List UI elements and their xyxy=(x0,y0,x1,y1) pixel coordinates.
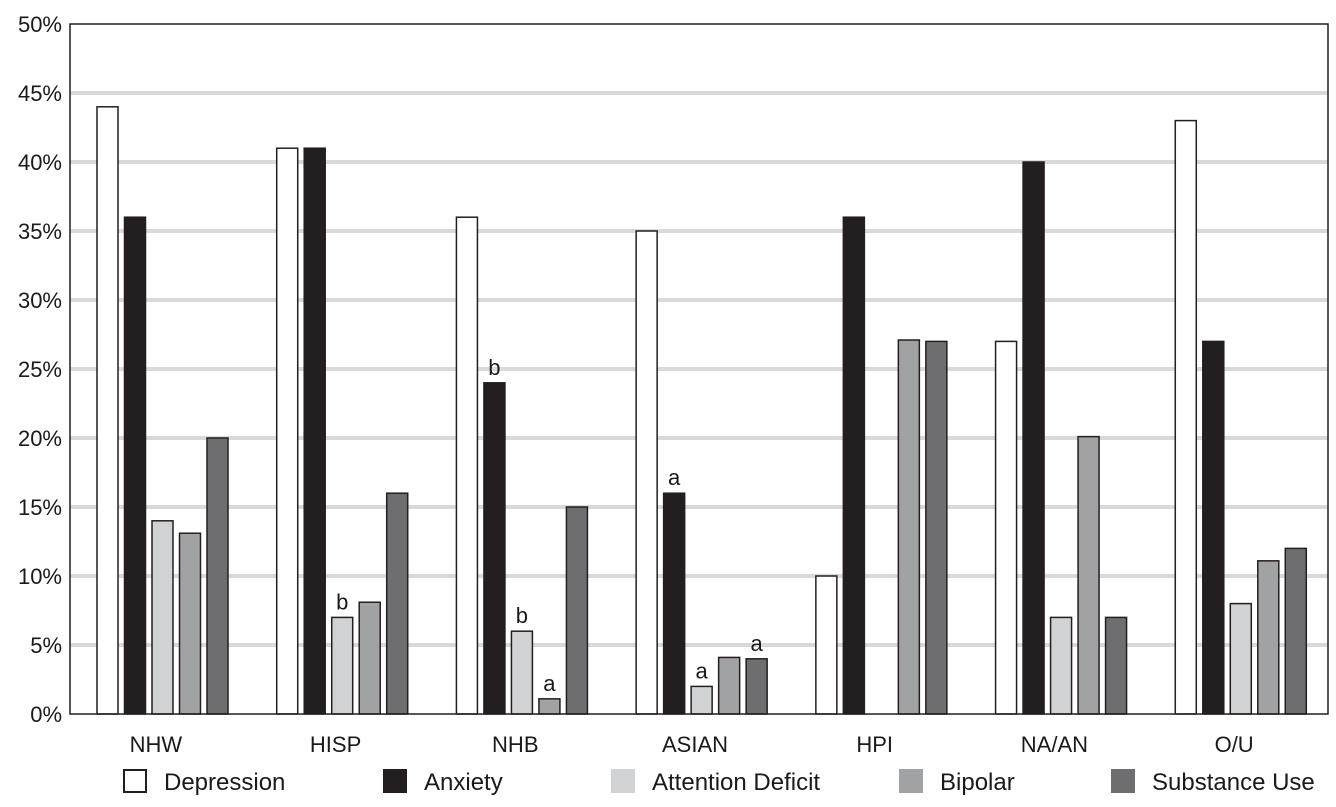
bar-na-an-attention-deficit xyxy=(1049,616,1073,715)
y-tick-label: 20% xyxy=(18,426,62,451)
bar-o-u-anxiety xyxy=(1202,340,1225,715)
annotation-label: a xyxy=(751,631,764,656)
y-tick-label: 40% xyxy=(18,150,62,175)
legend-swatch xyxy=(611,769,635,793)
bar-nhb-substance-use xyxy=(565,506,589,715)
bar-hisp-attention-deficit xyxy=(330,616,354,715)
y-tick-label: 50% xyxy=(18,12,62,37)
bar-nhb-attention-deficit xyxy=(510,630,534,715)
x-tick-label: ASIAN xyxy=(662,732,728,757)
annotation-label: b xyxy=(488,355,500,380)
bar-nhw-attention-deficit xyxy=(151,520,174,715)
legend: Depression Anxiety Attention Deficit Bipola… xyxy=(123,769,1315,796)
bar-na-an-bipolar xyxy=(1077,435,1100,715)
bar-na-an-substance-use xyxy=(1104,616,1128,715)
bar-hpi-bipolar xyxy=(897,339,921,715)
legend-item-attention-deficit: Attention Deficit xyxy=(611,769,820,796)
grid-lines xyxy=(70,91,1328,647)
bar-o-u-attention-deficit xyxy=(1229,602,1253,715)
bar-na-an-anxiety xyxy=(1022,161,1045,715)
legend-swatch xyxy=(123,769,147,793)
bar-nhw-substance-use xyxy=(206,437,229,715)
bar-hisp-depression xyxy=(275,147,299,715)
legend-label: Substance Use xyxy=(1152,769,1315,796)
y-tick-label: 15% xyxy=(18,495,62,520)
annotation-label: a xyxy=(668,465,681,490)
bar-o-u-bipolar xyxy=(1257,560,1280,715)
y-tick-label: 10% xyxy=(18,564,62,589)
legend-item-bipolar: Bipolar xyxy=(899,769,1015,796)
plot-frame xyxy=(69,23,1329,715)
bar-hpi-substance-use xyxy=(925,340,948,715)
bar-o-u-depression xyxy=(1174,119,1198,715)
bar-asian-bipolar xyxy=(717,656,741,715)
bar-asian-substance-use xyxy=(745,658,768,715)
bar-nhw-anxiety xyxy=(123,216,147,715)
bar-hpi-depression xyxy=(815,575,838,715)
bar-nhb-anxiety xyxy=(483,382,506,715)
y-axis-ticks: 0% 5% 10% 15% 20% 25% 30% 35% 40% 45% 50% xyxy=(18,12,62,727)
annotation-label: b xyxy=(336,589,348,614)
x-tick-label: NHB xyxy=(492,732,538,757)
bar-hisp-bipolar xyxy=(358,601,381,715)
y-tick-label: 30% xyxy=(18,288,62,313)
legend-label: Anxiety xyxy=(424,769,503,796)
legend-swatch xyxy=(383,769,407,793)
bar-annotations: b b b a a a a xyxy=(336,355,763,696)
legend-swatch xyxy=(899,769,923,793)
bar-nhw-bipolar xyxy=(178,532,202,715)
annotation-label: a xyxy=(543,671,556,696)
bar-nhb-depression xyxy=(455,216,479,715)
x-tick-label: NHW xyxy=(130,732,183,757)
legend-item-anxiety: Anxiety xyxy=(383,769,503,796)
annotation-label: b xyxy=(516,603,528,628)
bar-nhw-depression xyxy=(96,106,119,715)
bar-asian-depression xyxy=(635,230,658,715)
x-axis-categories: NHW HISP NHB ASIAN HPI NA/AN O/U xyxy=(130,732,1254,757)
bar-asian-anxiety xyxy=(662,492,686,715)
x-tick-label: HISP xyxy=(310,732,361,757)
legend-label: Attention Deficit xyxy=(652,769,820,796)
legend-item-substance-use: Substance Use xyxy=(1111,769,1315,796)
legend-item-depression: Depression xyxy=(123,769,285,796)
bar-hisp-substance-use xyxy=(385,492,409,715)
bar-hisp-anxiety xyxy=(303,147,326,715)
y-tick-label: 25% xyxy=(18,357,62,382)
x-tick-label: O/U xyxy=(1215,732,1254,757)
x-tick-label: NA/AN xyxy=(1021,732,1088,757)
bar-asian-attention-deficit xyxy=(690,685,713,715)
x-tick-label: HPI xyxy=(856,732,893,757)
legend-swatch xyxy=(1111,769,1135,793)
y-tick-label: 45% xyxy=(18,81,62,106)
y-tick-label: 0% xyxy=(30,702,62,727)
legend-label: Depression xyxy=(164,769,285,796)
y-tick-label: 35% xyxy=(18,219,62,244)
legend-label: Bipolar xyxy=(940,769,1015,796)
bars xyxy=(96,106,1308,715)
bar-hpi-anxiety xyxy=(842,216,866,715)
bar-o-u-substance-use xyxy=(1284,547,1308,715)
bar-na-an-depression xyxy=(994,340,1018,715)
annotation-label: a xyxy=(696,658,709,683)
y-tick-label: 5% xyxy=(30,633,62,658)
bar-nhb-bipolar xyxy=(538,698,561,715)
